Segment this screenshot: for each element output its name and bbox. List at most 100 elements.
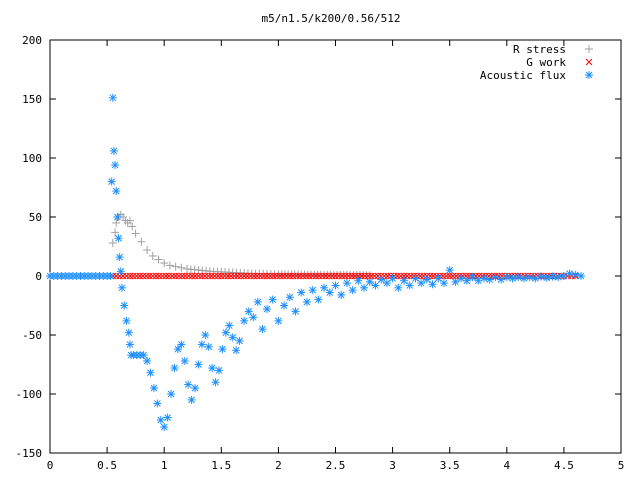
data-point bbox=[296, 272, 303, 280]
y-tick-label: -100 bbox=[16, 388, 43, 401]
data-point bbox=[525, 273, 534, 282]
data-point bbox=[185, 272, 193, 280]
data-point bbox=[345, 272, 352, 280]
data-point bbox=[180, 356, 189, 365]
x-tick-label: 5 bbox=[618, 459, 625, 472]
data-point bbox=[159, 272, 166, 280]
data-point bbox=[156, 415, 165, 424]
data-point bbox=[360, 283, 369, 292]
data-point bbox=[342, 279, 351, 288]
x-tick-label: 3 bbox=[389, 459, 396, 472]
y-tick-label: -150 bbox=[16, 447, 43, 460]
data-point bbox=[177, 263, 186, 272]
data-point bbox=[111, 228, 120, 237]
series-acoustic-flux bbox=[46, 93, 586, 432]
data-point bbox=[332, 272, 339, 280]
data-point bbox=[240, 272, 248, 280]
data-point bbox=[565, 269, 574, 278]
y-tick-label: 200 bbox=[22, 34, 42, 47]
data-point bbox=[325, 288, 334, 297]
data-point bbox=[162, 272, 170, 280]
data-point bbox=[331, 281, 340, 290]
data-point bbox=[306, 272, 313, 280]
data-point bbox=[268, 295, 277, 304]
legend-label: R stress bbox=[513, 43, 566, 56]
data-point bbox=[283, 272, 290, 280]
x-tick-label: 2.5 bbox=[326, 459, 346, 472]
data-point bbox=[325, 272, 333, 280]
data-point bbox=[120, 301, 129, 310]
data-point bbox=[354, 272, 362, 280]
data-point bbox=[411, 274, 420, 283]
data-point bbox=[191, 272, 199, 280]
data-point bbox=[195, 272, 202, 280]
data-point bbox=[106, 272, 115, 280]
data-point bbox=[169, 272, 176, 280]
data-point bbox=[462, 276, 471, 285]
data-point bbox=[221, 272, 228, 280]
data-point bbox=[184, 380, 193, 389]
data-point bbox=[142, 272, 150, 280]
data-point bbox=[182, 272, 189, 280]
data-point bbox=[228, 333, 237, 342]
data-point bbox=[171, 262, 180, 271]
data-point bbox=[198, 272, 206, 280]
data-point bbox=[422, 275, 431, 284]
legend-label: Acoustic flux bbox=[480, 69, 566, 82]
legend-label: G work bbox=[526, 56, 566, 69]
data-point bbox=[571, 270, 580, 279]
data-point bbox=[388, 274, 397, 283]
data-point bbox=[537, 272, 546, 281]
data-point bbox=[113, 213, 122, 221]
data-point bbox=[133, 272, 140, 280]
data-point bbox=[338, 272, 346, 280]
y-tick-label: 150 bbox=[22, 93, 42, 106]
data-point bbox=[542, 273, 551, 282]
data-point bbox=[354, 276, 363, 285]
data-point bbox=[154, 255, 163, 264]
data-point bbox=[308, 286, 317, 295]
data-point bbox=[131, 229, 140, 238]
data-point bbox=[194, 360, 203, 369]
data-point bbox=[273, 272, 281, 280]
data-point bbox=[382, 279, 391, 288]
data-point bbox=[439, 279, 448, 288]
data-point bbox=[137, 237, 146, 246]
data-point bbox=[328, 272, 336, 280]
data-point bbox=[187, 395, 196, 404]
data-point bbox=[227, 272, 235, 280]
data-point bbox=[262, 305, 271, 314]
data-point bbox=[123, 272, 130, 280]
data-point bbox=[214, 272, 222, 280]
data-point bbox=[314, 295, 323, 304]
data-point bbox=[289, 272, 297, 280]
data-point bbox=[400, 272, 408, 280]
data-point bbox=[280, 301, 289, 310]
data-point bbox=[237, 272, 245, 280]
data-point bbox=[315, 272, 323, 280]
data-point bbox=[197, 340, 206, 349]
data-point bbox=[371, 272, 379, 280]
data-point bbox=[153, 399, 162, 408]
data-point bbox=[335, 272, 343, 280]
data-point bbox=[191, 384, 200, 393]
data-point bbox=[143, 356, 152, 365]
data-point bbox=[111, 161, 120, 170]
data-point bbox=[208, 364, 217, 373]
y-tick-label: 50 bbox=[29, 211, 42, 224]
data-point bbox=[108, 238, 117, 247]
data-point bbox=[253, 297, 262, 306]
data-point bbox=[337, 290, 346, 299]
data-point bbox=[405, 281, 414, 290]
data-point bbox=[502, 273, 511, 282]
data-point bbox=[188, 272, 196, 280]
data-point bbox=[232, 346, 241, 355]
data-point bbox=[139, 351, 148, 360]
data-point bbox=[114, 234, 123, 243]
data-point bbox=[443, 272, 450, 280]
y-tick-label: 0 bbox=[35, 270, 42, 283]
data-point bbox=[319, 272, 326, 280]
data-point bbox=[285, 293, 294, 302]
chart-title: m5/n1.5/k200/0.56/512 bbox=[261, 12, 400, 25]
data-point bbox=[548, 272, 557, 281]
